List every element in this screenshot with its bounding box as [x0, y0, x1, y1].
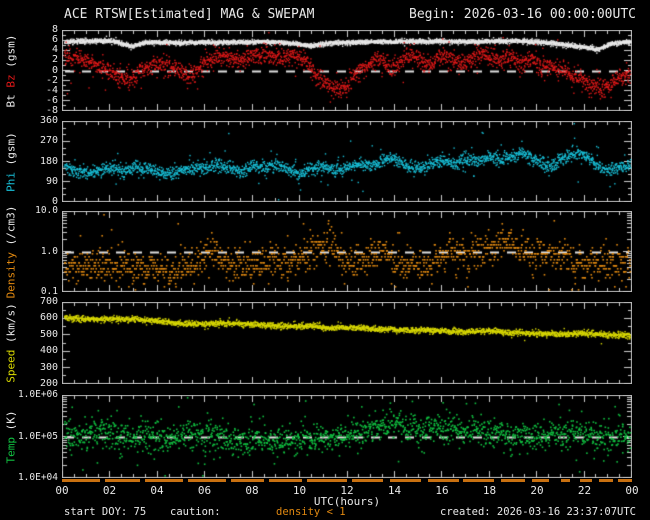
caution-segment	[145, 479, 184, 482]
caution-segment	[598, 479, 613, 482]
y-tick-label: 6	[51, 34, 58, 46]
caution-segment	[579, 479, 592, 482]
y-tick-label: 10.0	[35, 205, 58, 216]
y-tick-label: 300	[39, 361, 58, 373]
caution-segment	[617, 479, 632, 482]
y-tick-label: 700	[39, 296, 58, 307]
x-tick-label: 04	[150, 484, 164, 497]
panel-canvas-phi	[62, 121, 632, 202]
caution-segment	[306, 479, 347, 482]
y-tick-label: 270	[39, 135, 58, 147]
caution-segment	[501, 479, 526, 482]
caution-segment	[187, 479, 226, 482]
x-tick-label: 14	[387, 484, 402, 497]
caution-label: caution:	[170, 506, 221, 518]
y-tick-label: -2	[45, 74, 58, 86]
y-tick-label: 180	[39, 155, 58, 167]
y-tick-label: 1.0E+06	[17, 389, 58, 400]
y-tick-label: 600	[39, 312, 58, 324]
begin-timestamp: Begin: 2026-03-16 00:00:00UTC	[409, 7, 636, 22]
panel-canvas-mag	[62, 30, 632, 111]
x-axis-label: UTC(hours)	[313, 495, 381, 508]
panel-canvas-temp	[62, 395, 632, 478]
y-tick-label: 90	[45, 175, 58, 187]
y-axis-label-part: (km/s)	[4, 303, 18, 350]
caution-segment	[268, 479, 302, 482]
start-doy-text: start DOY: 75	[64, 506, 147, 518]
y-tick-label: 2	[51, 54, 58, 66]
x-tick-label: 08	[245, 484, 259, 497]
x-tick-label: 02	[102, 484, 117, 497]
panel-canvas-speed	[62, 302, 632, 384]
x-tick-label: 16	[435, 484, 449, 497]
x-tick-label: 12	[340, 484, 354, 497]
caution-bar	[62, 479, 632, 482]
y-tick-label: 500	[39, 328, 58, 340]
y-tick-label: -4	[45, 84, 58, 96]
x-tick-label: 06	[197, 484, 212, 497]
caution-segment	[389, 479, 421, 482]
x-tick-label: 10	[292, 484, 307, 497]
y-tick-label: 200	[39, 378, 58, 389]
y-tick-label: 360	[39, 115, 58, 126]
caution-segment	[427, 479, 459, 482]
y-tick-label: -8	[45, 105, 58, 116]
y-tick-label: 1.0E+05	[17, 430, 58, 442]
x-tick-label: 20	[530, 484, 544, 497]
x-tick-label: 18	[482, 484, 497, 497]
created-timestamp: created: 2026-03-16 23:37:07UTC	[440, 506, 636, 518]
y-tick-label: 0.1	[40, 286, 58, 297]
caution-segment	[230, 479, 264, 482]
y-tick-label: 400	[39, 345, 58, 357]
caution-segment	[62, 479, 100, 482]
panel-canvas-density	[62, 211, 632, 292]
y-tick-label: 0	[51, 64, 58, 76]
x-tick-label: 22	[577, 484, 592, 497]
caution-segment	[463, 479, 495, 482]
y-tick-label: 1.0E+04	[17, 472, 58, 483]
caution-segment	[351, 479, 383, 482]
y-tick-label: 0	[51, 196, 58, 207]
x-tick-label: 00	[55, 484, 69, 497]
y-tick-label: 1.0	[40, 245, 58, 257]
x-tick-label: 00	[625, 484, 639, 497]
y-tick-label: -6	[45, 94, 58, 106]
caution-segment	[560, 479, 571, 482]
caution-segment	[532, 479, 549, 482]
page-title: ACE RTSW[Estimated] MAG & SWEPAM	[64, 7, 315, 22]
y-tick-label: 8	[51, 24, 58, 35]
caution-note: density < 1	[276, 506, 346, 518]
caution-segment	[104, 479, 141, 482]
y-tick-label: 4	[51, 44, 58, 56]
